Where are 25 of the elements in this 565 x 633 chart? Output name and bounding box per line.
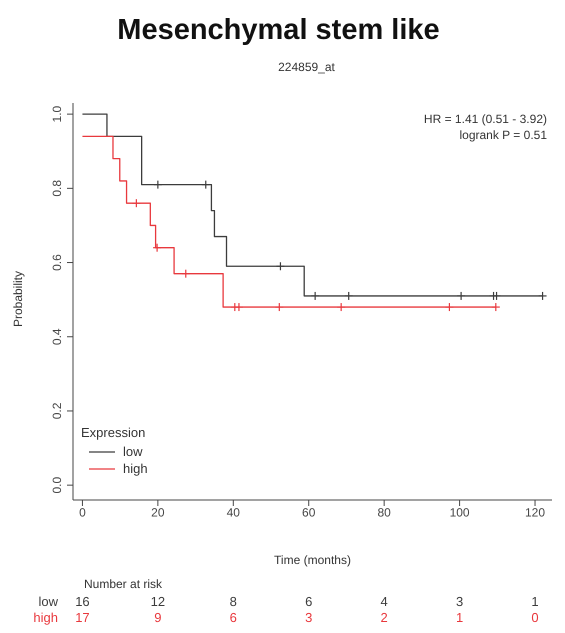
y-axis-title: Probability: [11, 269, 25, 329]
annotation: logrank P = 0.51: [458, 127, 547, 143]
text: low 16 12 8 6 4 3 1: [38, 594, 539, 609]
text: Number at risk: [84, 577, 162, 591]
x-tick-label: 40: [226, 506, 240, 520]
x-tick-label: 0: [79, 506, 86, 520]
legend-label: high: [123, 461, 148, 476]
x-tick-label: 100: [450, 506, 470, 520]
y-tick-label: 0.2: [50, 402, 64, 420]
x-tick-label: 80: [377, 506, 392, 520]
annotation: HR = 1.41 (0.51 - 3.92): [424, 111, 547, 127]
chart-title: Mesenchymal stem like: [116, 14, 441, 47]
legend-title: Expression: [81, 425, 146, 440]
x-axis-title: Time (months): [273, 553, 352, 567]
y-tick-label: 0.0: [50, 476, 64, 494]
x-tick-label: 120: [525, 506, 546, 520]
x-tick-label: 60: [302, 506, 316, 520]
y-tick-label: 0.8: [50, 180, 64, 197]
text: high 17 9 6 3 2 1 0: [33, 610, 539, 625]
chart-subtitle: 224859_at: [277, 60, 336, 74]
y-tick-label: 0.6: [50, 254, 64, 271]
y-tick-label: 0.4: [50, 328, 64, 346]
y-tick-label: 1.0: [50, 105, 64, 122]
legend-label: low: [123, 444, 143, 459]
x-tick-label: 20: [151, 506, 165, 520]
